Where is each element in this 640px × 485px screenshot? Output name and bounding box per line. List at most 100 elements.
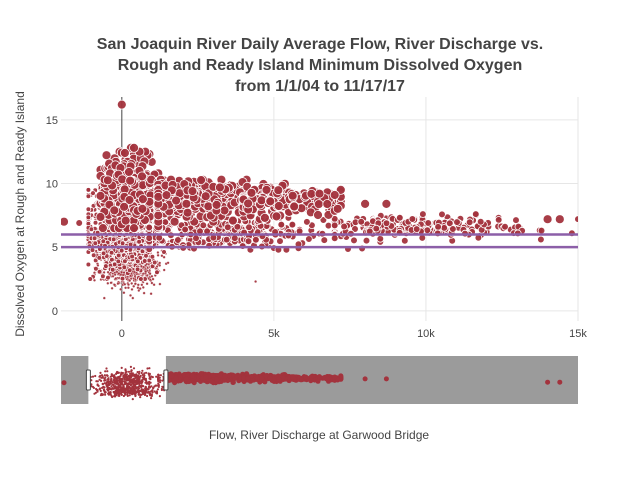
data-point[interactable] xyxy=(158,263,162,267)
data-point[interactable] xyxy=(141,285,145,289)
range-slider-left-handle[interactable] xyxy=(85,369,91,391)
data-point[interactable] xyxy=(103,263,109,269)
data-point[interactable] xyxy=(554,214,565,225)
data-point[interactable] xyxy=(419,210,427,218)
data-point[interactable] xyxy=(148,272,152,276)
data-point[interactable] xyxy=(465,218,474,227)
data-point[interactable] xyxy=(142,291,146,295)
data-point[interactable] xyxy=(60,216,69,227)
data-point[interactable] xyxy=(440,224,449,232)
data-point[interactable] xyxy=(306,188,317,199)
data-point[interactable] xyxy=(494,216,503,224)
data-point[interactable] xyxy=(476,217,485,226)
data-point[interactable] xyxy=(162,268,166,272)
data-point[interactable] xyxy=(116,99,127,110)
data-point[interactable] xyxy=(90,252,97,259)
data-point[interactable] xyxy=(243,198,254,209)
data-point[interactable] xyxy=(106,270,110,274)
data-point[interactable] xyxy=(125,175,136,186)
data-point[interactable] xyxy=(340,222,348,231)
data-points[interactable] xyxy=(60,99,582,300)
data-point[interactable] xyxy=(200,191,211,202)
data-point[interactable] xyxy=(224,223,232,232)
data-point[interactable] xyxy=(93,265,99,272)
data-point[interactable] xyxy=(151,259,158,266)
data-point[interactable] xyxy=(117,272,121,276)
data-point[interactable] xyxy=(145,223,154,232)
data-point[interactable] xyxy=(95,212,106,222)
data-point[interactable] xyxy=(434,223,442,231)
data-point[interactable] xyxy=(117,174,128,185)
data-point[interactable] xyxy=(120,215,131,226)
data-point[interactable] xyxy=(85,214,92,221)
data-point[interactable] xyxy=(122,271,126,274)
data-point[interactable] xyxy=(181,225,189,234)
data-point[interactable] xyxy=(96,263,100,267)
data-point[interactable] xyxy=(187,186,198,197)
data-point[interactable] xyxy=(102,296,106,300)
data-point[interactable] xyxy=(161,190,172,201)
data-point[interactable] xyxy=(123,282,127,286)
data-point[interactable] xyxy=(271,211,282,222)
data-point[interactable] xyxy=(158,261,162,265)
data-point[interactable] xyxy=(182,207,193,218)
data-point[interactable] xyxy=(273,185,284,196)
data-point[interactable] xyxy=(181,198,192,209)
data-point[interactable] xyxy=(196,175,207,186)
data-point[interactable] xyxy=(140,283,144,287)
data-point[interactable] xyxy=(114,276,118,280)
data-point[interactable] xyxy=(136,283,140,287)
data-point[interactable] xyxy=(151,277,155,281)
data-point[interactable] xyxy=(119,275,126,282)
data-point[interactable] xyxy=(512,216,520,224)
data-point[interactable] xyxy=(109,266,116,273)
data-point[interactable] xyxy=(372,224,381,233)
data-point[interactable] xyxy=(381,198,392,209)
data-point[interactable] xyxy=(438,210,446,219)
data-point[interactable] xyxy=(408,215,417,223)
data-point[interactable] xyxy=(116,282,120,286)
data-point[interactable] xyxy=(265,196,276,207)
data-point[interactable] xyxy=(471,210,480,218)
data-point[interactable] xyxy=(128,279,132,283)
data-point[interactable] xyxy=(154,269,160,276)
data-point[interactable] xyxy=(222,235,231,244)
range-slider-right-handle[interactable] xyxy=(163,369,169,391)
data-point[interactable] xyxy=(115,252,122,259)
data-point[interactable] xyxy=(314,188,325,199)
data-point[interactable] xyxy=(453,218,461,226)
data-point[interactable] xyxy=(156,251,160,254)
data-point[interactable] xyxy=(138,276,144,282)
data-point[interactable] xyxy=(199,221,208,230)
data-point[interactable] xyxy=(150,281,154,285)
data-point[interactable] xyxy=(126,286,130,290)
data-point[interactable] xyxy=(313,210,323,220)
data-point[interactable] xyxy=(100,250,107,257)
data-point[interactable] xyxy=(130,287,134,291)
data-point[interactable] xyxy=(412,225,421,233)
data-point[interactable] xyxy=(98,223,108,234)
data-point[interactable] xyxy=(127,283,130,287)
data-point[interactable] xyxy=(87,276,93,282)
data-point[interactable] xyxy=(88,226,95,233)
data-point[interactable] xyxy=(110,236,117,243)
data-point[interactable] xyxy=(96,255,103,261)
data-point[interactable] xyxy=(362,236,371,245)
data-point[interactable] xyxy=(376,235,385,243)
data-point[interactable] xyxy=(115,258,122,265)
data-point[interactable] xyxy=(166,261,170,265)
data-point[interactable] xyxy=(161,249,167,255)
data-point[interactable] xyxy=(231,234,239,242)
data-point[interactable] xyxy=(149,253,156,260)
data-point[interactable] xyxy=(330,234,339,243)
data-point[interactable] xyxy=(156,253,160,257)
data-point[interactable] xyxy=(129,293,132,297)
data-point[interactable] xyxy=(137,171,147,182)
data-point[interactable] xyxy=(136,239,142,245)
data-point[interactable] xyxy=(424,219,433,227)
data-point[interactable] xyxy=(105,274,111,281)
data-point[interactable] xyxy=(254,280,258,283)
data-point[interactable] xyxy=(92,240,99,247)
data-point[interactable] xyxy=(169,216,180,227)
data-point[interactable] xyxy=(537,235,545,244)
